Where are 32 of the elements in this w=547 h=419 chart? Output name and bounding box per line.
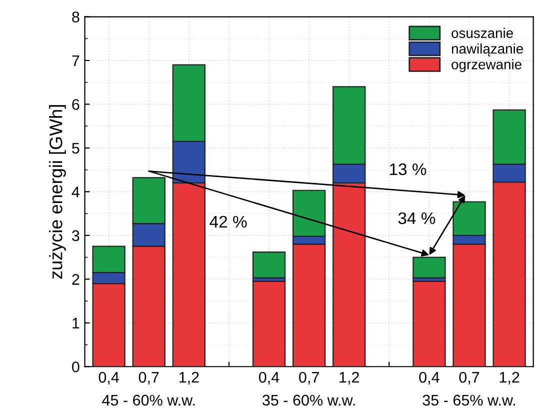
- y-tick-label: 7: [72, 56, 80, 66]
- x-tick-label: 0,4: [258, 372, 280, 385]
- x-tick-label: 1,2: [340, 372, 359, 385]
- x-tick-label: 0,7: [299, 372, 319, 385]
- legend-label: ogrzewanie: [452, 59, 522, 72]
- legend-label: nawilązanie: [452, 43, 523, 56]
- bar: [412, 280, 446, 367]
- x-tick-label: 0,7: [459, 372, 480, 385]
- y-tick-label: 5: [72, 142, 80, 154]
- y-tick-label: 6: [72, 99, 80, 110]
- y-axis-title: zużycie energii [GWh]: [49, 105, 66, 279]
- x-tick-label: 0,7: [138, 372, 159, 385]
- x-tick-label: 1,2: [179, 372, 199, 385]
- y-tick-label: 4: [72, 186, 80, 198]
- bar: [412, 256, 446, 278]
- text: 45 - 60% w.w.: [102, 394, 195, 406]
- y-tick-label: 0: [72, 361, 80, 372]
- bar: [252, 280, 286, 367]
- y-tick-label: 8: [72, 12, 80, 22]
- annotation: 34 %: [398, 212, 436, 224]
- bar: [252, 251, 286, 278]
- x-tick-label: 0,4: [419, 372, 440, 385]
- text: 35 - 60% w.w.: [262, 394, 355, 406]
- y-tick-label: 1: [72, 318, 80, 328]
- y-tick-label: 2: [72, 274, 80, 285]
- x-tick-label: 1,2: [500, 372, 520, 385]
- annotation: 13 %: [390, 163, 426, 176]
- annotation: 42 %: [210, 216, 247, 228]
- legend-label: osuszanie: [452, 28, 513, 38]
- y-tick-label: 3: [72, 230, 80, 242]
- x-tick-label: 0,4: [98, 372, 119, 385]
- text: 35 - 65% w.w.: [422, 394, 515, 406]
